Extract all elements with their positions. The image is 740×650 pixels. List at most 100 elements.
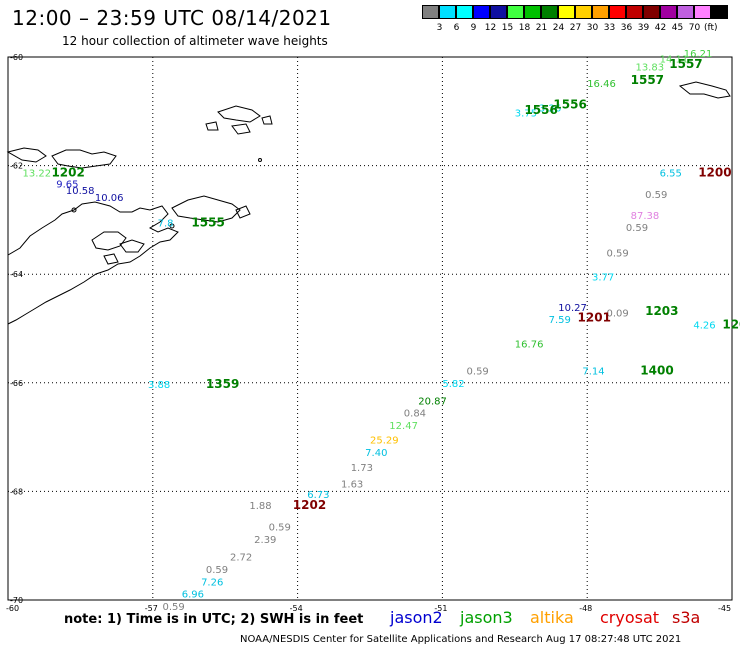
wave-height-label: 87.38	[631, 211, 660, 222]
footer-note: note: 1) Time is in UTC; 2) SWH is in fe…	[64, 612, 364, 627]
legend-label: 30	[586, 23, 599, 33]
wave-height-label: 6.73	[307, 490, 329, 501]
wave-height-label: 0.59	[206, 565, 228, 576]
lon-tick-label: -48	[579, 604, 592, 613]
legend-swatch	[422, 5, 439, 19]
wave-height-label: 20.87	[418, 397, 447, 408]
legend-swatch	[541, 5, 558, 19]
wave-height-label: 0.59	[645, 190, 667, 201]
satellite-altika: altika	[530, 608, 574, 627]
map-subtitle: 12 hour collection of altimeter wave hei…	[62, 34, 328, 48]
legend-swatch	[473, 5, 490, 19]
lat-tick-label: -66	[10, 379, 23, 388]
axis-labels: -60-62-64-66-68-70-60 -57 -54 -51 -48 -45	[6, 53, 731, 613]
time-stamp-label: 120	[722, 318, 740, 332]
legend-swatch	[456, 5, 473, 19]
legend-swatch	[439, 5, 456, 19]
legend-label: 27	[569, 23, 582, 33]
wave-height-label: 3.88	[148, 380, 170, 391]
measurements: 16.2114.1113.8316.463.263.7513.229.6510.…	[22, 49, 715, 613]
wave-height-label: 7.26	[201, 577, 223, 588]
coastline-speck-1	[71, 207, 77, 213]
legend-label: 18	[518, 23, 531, 33]
time-stamp-label: 1557	[631, 73, 664, 87]
legend-swatch	[592, 5, 609, 19]
graticule	[8, 57, 732, 600]
satellite-cryosat: cryosat	[600, 608, 660, 627]
legend-label: 15	[501, 23, 514, 33]
legend-label: 24	[552, 23, 565, 33]
coastline-james-ross	[91, 231, 127, 251]
time-stamp-label: 1555	[191, 215, 224, 229]
wave-height-label: 3.26	[539, 103, 561, 114]
legend-label: 3	[436, 23, 443, 33]
coastline-south-shetland-1	[6, 147, 47, 163]
lon-tick-label: -45	[718, 604, 731, 613]
coastline-speck-3	[258, 158, 262, 162]
satellite-jason3: jason3	[460, 608, 513, 627]
lat-tick-label: -70	[10, 596, 23, 605]
wave-height-label: 4.26	[693, 321, 715, 332]
legend-swatch	[575, 5, 592, 19]
coastline-island-b	[103, 253, 119, 265]
time-stamp-label: 1202	[51, 165, 84, 179]
wave-height-label: 25.29	[370, 436, 399, 447]
wave-height-label: 1.73	[351, 463, 373, 474]
legend-label: 9	[470, 23, 477, 33]
wave-height-label: 6.96	[182, 589, 204, 600]
time-stamp-label: 1556	[524, 103, 557, 117]
coastline-island-d	[205, 121, 219, 131]
wave-height-label: 0.59	[162, 602, 184, 613]
legend-swatch	[524, 5, 541, 19]
lat-tick-label: -62	[10, 162, 23, 171]
coastline-south-orkney-west	[171, 195, 241, 223]
coastline-island-a	[119, 239, 145, 253]
legend-label: 42	[654, 23, 667, 33]
wave-height-label: 7.14	[582, 367, 604, 378]
coastline-island-e	[231, 123, 251, 135]
footer-credit: NOAA/NESDIS Center for Satellite Applica…	[240, 634, 682, 645]
lon-tick-label: -60	[6, 604, 19, 613]
wave-height-label: 0.59	[467, 367, 489, 378]
legend-swatch	[677, 5, 694, 19]
time-stamp-label: 1400	[640, 364, 673, 378]
wave-height-label: 7.59	[549, 315, 571, 326]
wave-height-label: 16.46	[587, 79, 616, 90]
legend-unit: (ft)	[704, 23, 718, 33]
time-stamp-label: 1359	[206, 377, 239, 391]
wave-height-label: 0.09	[607, 309, 629, 320]
coastline-island-c	[217, 105, 261, 123]
coastline-island-g	[678, 81, 731, 99]
wave-height-label: 7.8	[158, 218, 174, 229]
legend-swatch	[558, 5, 575, 19]
legend-swatch	[694, 5, 711, 19]
legend-label: 45	[671, 23, 684, 33]
coastline-peninsula	[7, 201, 179, 325]
legend-label: 21	[535, 23, 548, 33]
legend-swatch	[507, 5, 524, 19]
coastline-south-shetland-2	[51, 149, 117, 169]
time-stamp-label: 1201	[578, 310, 611, 324]
wave-height-label: 3.75	[515, 109, 537, 120]
legend-label: 70	[688, 23, 701, 33]
time-stamp-label: 1200	[698, 165, 731, 179]
legend-swatch	[660, 5, 677, 19]
satellite-s3a: s3a	[672, 608, 701, 627]
wave-height-label: 10.58	[66, 186, 95, 197]
coastline-island-f	[261, 115, 273, 125]
wave-height-label: 1.88	[249, 501, 271, 512]
wave-height-label: 16.21	[684, 49, 713, 60]
lat-tick-label: -68	[10, 487, 23, 496]
wave-height-label: 0.59	[269, 522, 291, 533]
wave-height-label: 0.59	[626, 223, 648, 234]
legend-swatch	[643, 5, 660, 19]
lat-tick-label: -64	[10, 270, 23, 279]
wave-height-label: 13.22	[22, 168, 51, 179]
coastline-south-orkney-east	[235, 205, 251, 219]
wave-height-label: 6.55	[660, 168, 682, 179]
legend-label: 12	[484, 23, 497, 33]
legend-label: 33	[603, 23, 616, 33]
time-stamp-label: 1557	[669, 57, 702, 71]
wave-height-label: 12.47	[389, 421, 418, 432]
